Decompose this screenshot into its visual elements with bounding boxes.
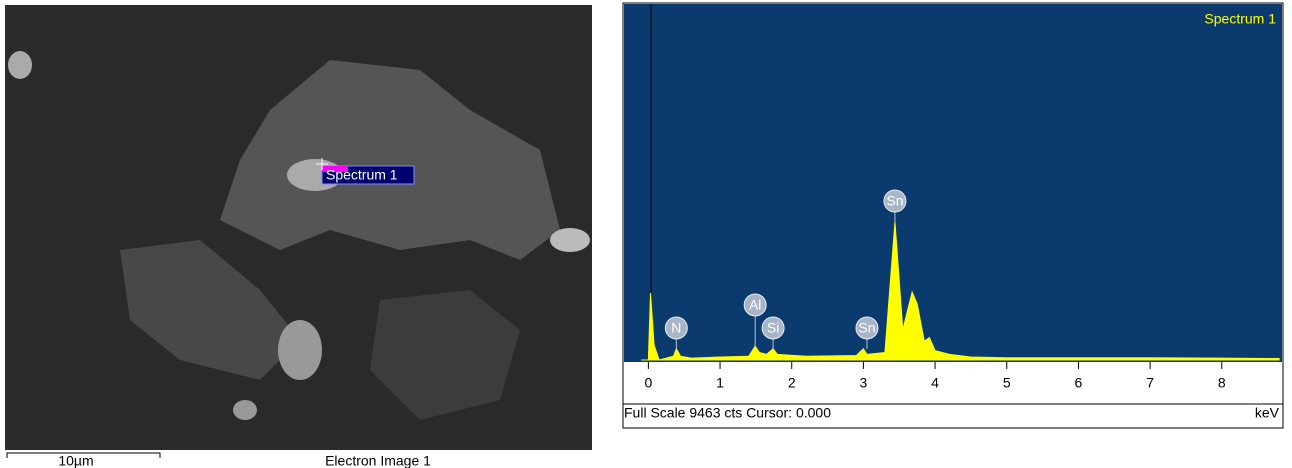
sem-image: Spectrum 1 xyxy=(5,5,592,450)
footer: Full Scale 9463 cts Cursor: 0.000 xyxy=(624,405,831,421)
figure: Spectrum 1 10µm Electron Image 1 Spectru… xyxy=(0,0,1292,468)
plot-area xyxy=(624,4,1282,362)
x-axis-label: keV xyxy=(1255,405,1280,421)
annotation-label: N xyxy=(671,320,681,336)
x-tick-label: 5 xyxy=(1003,375,1011,391)
x-tick-label: 2 xyxy=(788,375,796,391)
annotation-label: Al xyxy=(749,297,761,313)
x-tick-label: 0 xyxy=(644,375,652,391)
image-particle xyxy=(278,320,322,380)
x-tick-label: 4 xyxy=(931,375,939,391)
x-tick-label: 7 xyxy=(1146,375,1154,391)
image-particle xyxy=(550,228,590,252)
x-tick-label: 3 xyxy=(860,375,868,391)
image-particle xyxy=(233,400,257,420)
annotation-label: Si xyxy=(767,320,779,336)
annotation-label: Sn xyxy=(886,193,903,209)
spectrum-panel: Spectrum 1 Full Scale 9463 cts Cursor: 0… xyxy=(623,3,1283,428)
marker-label: Spectrum 1 xyxy=(326,167,398,183)
x-tick-label: 8 xyxy=(1218,375,1226,391)
scale-bar-label: 10µm xyxy=(58,453,93,468)
image-caption: Electron Image 1 xyxy=(325,453,431,468)
spectrum-title: Spectrum 1 xyxy=(1204,11,1276,27)
x-tick-label: 1 xyxy=(716,375,724,391)
image-particle xyxy=(8,51,32,79)
x-tick-label: 6 xyxy=(1075,375,1083,391)
annotation-label: Sn xyxy=(858,320,875,336)
